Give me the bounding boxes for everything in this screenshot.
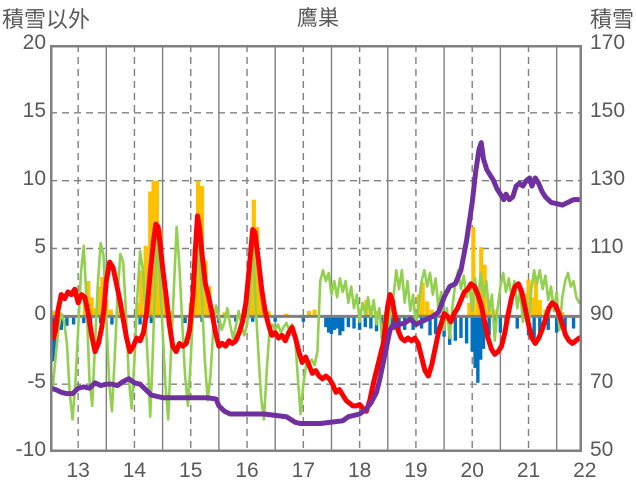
x-tick-9: 22 [573,459,597,482]
x-tick-0: 13 [66,459,90,482]
y-right-tick-3: 110 [590,234,624,258]
x-tick-3: 16 [235,459,259,482]
y-left-tick-5: -5 [27,370,46,394]
plot-area [50,45,582,452]
y-left-tick-3: 5 [34,234,46,258]
green-line-series [50,225,581,421]
red-line-series [50,213,582,414]
y-left-tick-4: 0 [34,302,46,326]
x-tick-5: 18 [347,459,372,482]
y-right-tick-0: 170 [590,31,626,54]
x-tick-4: 17 [291,459,315,482]
y-left-tick-1: 15 [22,98,46,122]
x-tick-7: 20 [460,459,484,482]
y-left-tick-0: 20 [22,31,46,54]
left-axis-title: 積雪以外 [2,7,91,32]
x-tick-1: 14 [122,459,147,482]
y-right-tick-4: 90 [590,302,614,326]
x-tick-8: 21 [516,459,541,482]
purple-line-series [50,140,582,427]
plot-svg [50,45,582,452]
y-left-tick-2: 10 [22,166,46,190]
gridlines [50,45,582,452]
y-right-tick-1: 150 [590,98,626,122]
x-tick-6: 19 [404,459,428,482]
y-left-tick-6: -10 [15,438,46,461]
y-right-tick-5: 70 [590,370,614,394]
right-axis-title: 積雪 [589,7,634,32]
chart-title: 鷹巣 [297,7,339,30]
y-right-tick-6: 50 [590,438,614,461]
x-tick-2: 15 [179,459,203,482]
y-right-tick-2: 130 [590,166,626,190]
